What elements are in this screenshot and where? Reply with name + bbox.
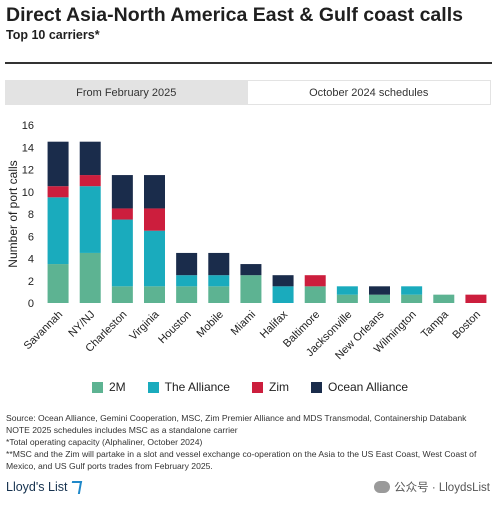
bar-segment-2m	[369, 294, 390, 303]
x-tick-label: Tampa	[419, 308, 451, 340]
y-axis-label: Number of port calls	[6, 160, 20, 267]
legend-item-zim: Zim	[251, 380, 289, 394]
capacity-note: *Total operating capacity (Alphaliner, O…	[6, 437, 203, 447]
bar-segment-ocean-alliance	[47, 141, 69, 187]
bar-segment-the-alliance	[144, 230, 165, 287]
schedule-tabs: From February 2025 October 2024 schedule…	[5, 80, 491, 105]
bar-segment-ocean-alliance	[176, 252, 198, 276]
source-notes: Source: Ocean Alliance, Gemini Cooperati…	[6, 412, 490, 472]
bar-segment-2m	[144, 286, 165, 303]
x-tick-label: Houston	[156, 309, 193, 346]
bar-segment-2m	[304, 286, 326, 303]
x-tick-label: Miami	[229, 309, 258, 338]
y-tick-label: 10	[22, 187, 34, 199]
x-tick-label: Mobile	[195, 309, 226, 340]
wechat-icon	[374, 481, 391, 493]
legend-swatch-2m	[91, 381, 103, 393]
bar-segment-the-alliance	[272, 286, 294, 303]
title-divider	[5, 62, 492, 64]
legend-swatch-ocean-alliance	[310, 381, 322, 393]
bar-segment-2m	[401, 294, 423, 303]
y-tick-label: 4	[28, 254, 34, 266]
chart-legend: 2M The Alliance Zim Ocean Alliance	[0, 380, 500, 394]
logo-text: Lloyd's List	[6, 480, 68, 494]
bar-segment-the-alliance	[336, 286, 358, 295]
legend-item-the-alliance: The Alliance	[147, 380, 230, 394]
bar-segment-2m	[176, 286, 198, 303]
legend-label-zim: Zim	[268, 380, 289, 394]
tab-october-2024-schedules[interactable]: October 2024 schedules	[247, 80, 491, 105]
bar-segment-ocean-alliance	[272, 275, 294, 287]
y-tick-label: 2	[28, 276, 34, 288]
bar-segment-2m	[79, 252, 101, 303]
bar-segment-2m	[240, 275, 262, 303]
legend-label-2m: 2M	[108, 380, 126, 394]
chart-subtitle: Top 10 carriers*	[6, 28, 100, 42]
y-tick-label: 6	[28, 231, 34, 243]
bar-segment-2m	[433, 294, 455, 303]
bar-segment-zim	[47, 186, 69, 198]
bar-segment-ocean-alliance	[79, 141, 101, 176]
note-line: NOTE 2025 schedules includes MSC as a st…	[6, 425, 238, 435]
bar-segment-the-alliance	[111, 219, 133, 287]
x-tick-label: NY/NJ	[66, 309, 97, 340]
bar-segment-ocean-alliance	[240, 264, 262, 276]
msc-zim-note-line2: Mexico, and US Gulf ports trades from Fe…	[6, 461, 213, 471]
legend-swatch-zim	[251, 381, 263, 393]
y-tick-label: 12	[22, 165, 34, 177]
x-tick-label: Boston	[450, 309, 483, 342]
bar-segment-2m	[47, 264, 69, 303]
bar-segment-zim	[144, 208, 165, 231]
lloyds-list-logo: Lloyd's List	[6, 480, 83, 494]
tab-from-february-2025[interactable]: From February 2025	[5, 80, 248, 105]
bar-segment-zim	[304, 275, 326, 287]
stacked-bar-chart: Number of port calls 0 2 4 6 8 10 12 14 16 Savanna…	[6, 120, 487, 362]
msc-zim-note-line1: **MSC and the Zim will partake in a slot…	[6, 449, 477, 459]
x-tick-label: Savannah	[22, 309, 66, 353]
bar-segment-the-alliance	[208, 275, 230, 287]
watermark-text: 公众号 · LloydsList	[394, 482, 490, 494]
y-tick-label: 0	[28, 298, 34, 310]
legend-item-ocean-alliance: Ocean Alliance	[310, 380, 409, 394]
bar-segment-ocean-alliance	[369, 286, 390, 295]
bar-segment-the-alliance	[79, 186, 101, 253]
legend-label-the-alliance: The Alliance	[164, 380, 230, 394]
legend-label-ocean-alliance: Ocean Alliance	[327, 380, 409, 394]
bar-segment-ocean-alliance	[111, 175, 133, 209]
bar-segment-the-alliance	[401, 286, 423, 295]
source-line: Source: Ocean Alliance, Gemini Cooperati…	[6, 413, 467, 423]
bar-segment-the-alliance	[176, 275, 198, 287]
y-tick-label: 16	[22, 120, 34, 132]
bar-segment-ocean-alliance	[144, 175, 165, 209]
bar-segment-2m	[111, 286, 133, 303]
bar-segment-zim	[465, 294, 487, 303]
y-tick-label: 14	[22, 142, 34, 154]
logo-mark-icon	[70, 480, 83, 494]
y-tick-label: 8	[28, 209, 34, 221]
bar-segment-zim	[111, 208, 133, 220]
bar-segment-2m	[336, 294, 358, 303]
legend-swatch-the-alliance	[147, 381, 159, 393]
bar-segment-the-alliance	[47, 197, 69, 265]
chart-title: Direct Asia-North America East & Gulf co…	[6, 4, 463, 26]
legend-item-2m: 2M	[91, 380, 126, 394]
bar-segment-2m	[208, 286, 230, 303]
bar-segment-zim	[79, 175, 101, 187]
bar-segment-ocean-alliance	[208, 252, 230, 276]
wechat-watermark: 公众号 · LloydsList	[374, 479, 490, 495]
